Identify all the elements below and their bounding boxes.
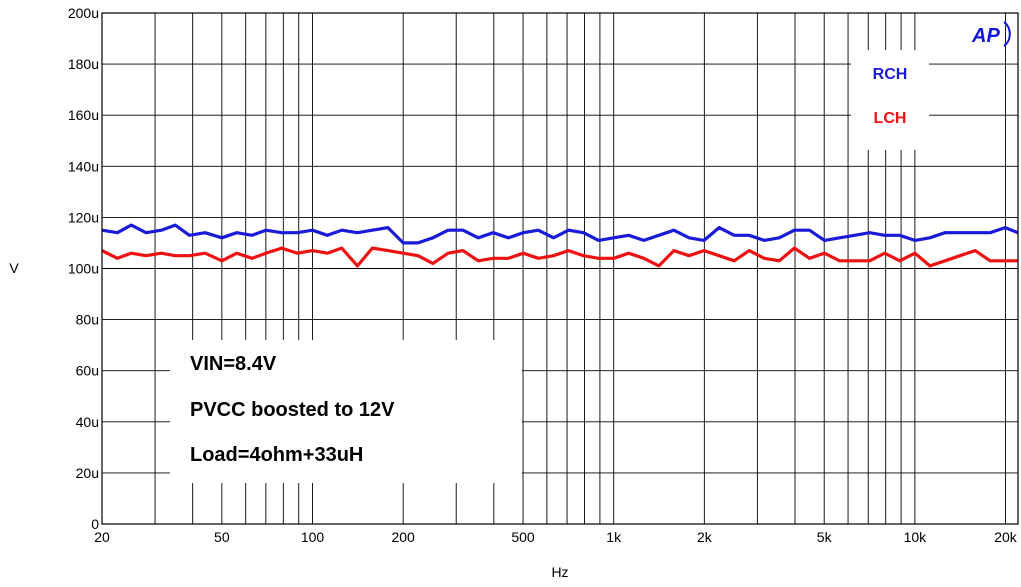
plot-frame <box>101 12 1019 525</box>
y-tick-label: 40u <box>76 414 99 430</box>
annotation-load: Load=4ohm+33uH <box>190 444 363 466</box>
annotation-box <box>170 340 522 483</box>
ap-logo: AP <box>971 21 1011 47</box>
x-axis-label: Hz <box>551 564 568 580</box>
series-line-rch <box>101 223 1019 245</box>
logo-text: AP <box>971 25 1000 47</box>
y-tick-label: 20u <box>76 465 99 481</box>
x-tick-label: 100 <box>301 529 325 545</box>
y-axis-label: V <box>9 260 19 276</box>
legend-lch: LCH <box>874 110 907 127</box>
x-tick-label: 1k <box>606 529 622 545</box>
x-tick-label: 20 <box>94 529 110 545</box>
annotation-vin: VIN=8.4V <box>190 353 277 375</box>
y-tick-label: 200u <box>68 5 99 21</box>
logo-arc-icon <box>1003 21 1011 47</box>
y-tick-label: 80u <box>76 312 99 328</box>
legend-box <box>851 50 929 150</box>
legend-rch: RCH <box>873 66 908 83</box>
x-tick-label: 5k <box>817 529 833 545</box>
y-tick-label: 100u <box>68 261 99 277</box>
x-tick-label: 500 <box>511 529 535 545</box>
annotation-pvcc: PVCC boosted to 12V <box>190 399 395 421</box>
y-tick-label: 120u <box>68 209 99 225</box>
x-tick-label: 200 <box>391 529 415 545</box>
y-tick-label: 60u <box>76 363 99 379</box>
x-tick-label: 2k <box>697 529 713 545</box>
x-tick-label: 20k <box>994 529 1018 545</box>
y-tick-label: 180u <box>68 56 99 72</box>
x-tick-label: 10k <box>904 529 928 545</box>
tick-labels: 0 20u 40u 60u 80u 100u 120u 140u 160u 180u 200u 20 5… <box>68 5 1018 545</box>
x-tick-label: 50 <box>214 529 230 545</box>
y-tick-label: 140u <box>68 158 99 174</box>
series-layer <box>101 223 1019 268</box>
y-tick-label: 0 <box>91 516 99 532</box>
series-line-lch <box>101 246 1018 268</box>
y-tick-label: 160u <box>68 107 99 123</box>
